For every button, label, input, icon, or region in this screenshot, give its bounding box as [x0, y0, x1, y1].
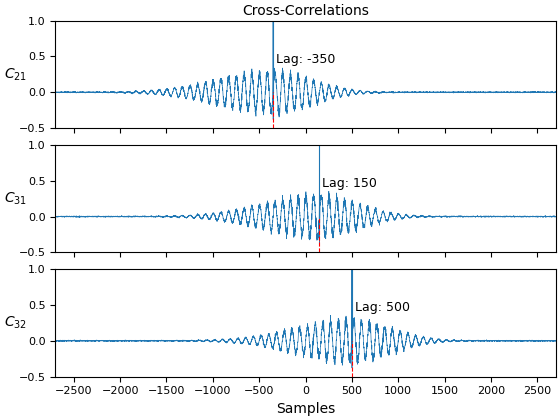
X-axis label: Samples: Samples: [276, 402, 335, 416]
Text: Lag: 500: Lag: 500: [354, 302, 410, 315]
Y-axis label: $C_{32}$: $C_{32}$: [4, 315, 27, 331]
Y-axis label: $C_{21}$: $C_{21}$: [4, 66, 27, 83]
Text: Lag: -350: Lag: -350: [276, 53, 335, 66]
Title: Cross-Correlations: Cross-Correlations: [242, 4, 369, 18]
Text: Lag: 150: Lag: 150: [322, 177, 377, 190]
Y-axis label: $C_{31}$: $C_{31}$: [4, 190, 27, 207]
